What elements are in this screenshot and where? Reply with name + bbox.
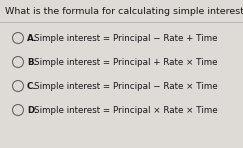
Circle shape <box>12 81 24 91</box>
Text: Simple interest = Principal − Rate + Time: Simple interest = Principal − Rate + Tim… <box>34 34 217 43</box>
Text: Simple interest = Principal − Rate × Time: Simple interest = Principal − Rate × Tim… <box>34 82 218 91</box>
Text: C.: C. <box>27 82 37 91</box>
Text: Simple interest = Principal + Rate × Time: Simple interest = Principal + Rate × Tim… <box>34 58 217 67</box>
Text: D.: D. <box>27 106 38 115</box>
Text: Simple interest = Principal × Rate × Time: Simple interest = Principal × Rate × Tim… <box>34 106 218 115</box>
Circle shape <box>12 33 24 44</box>
Text: What is the formula for calculating simple interest?: What is the formula for calculating simp… <box>5 7 243 16</box>
Text: B.: B. <box>27 58 37 67</box>
Text: A.: A. <box>27 34 37 43</box>
Circle shape <box>12 57 24 67</box>
Circle shape <box>12 104 24 115</box>
